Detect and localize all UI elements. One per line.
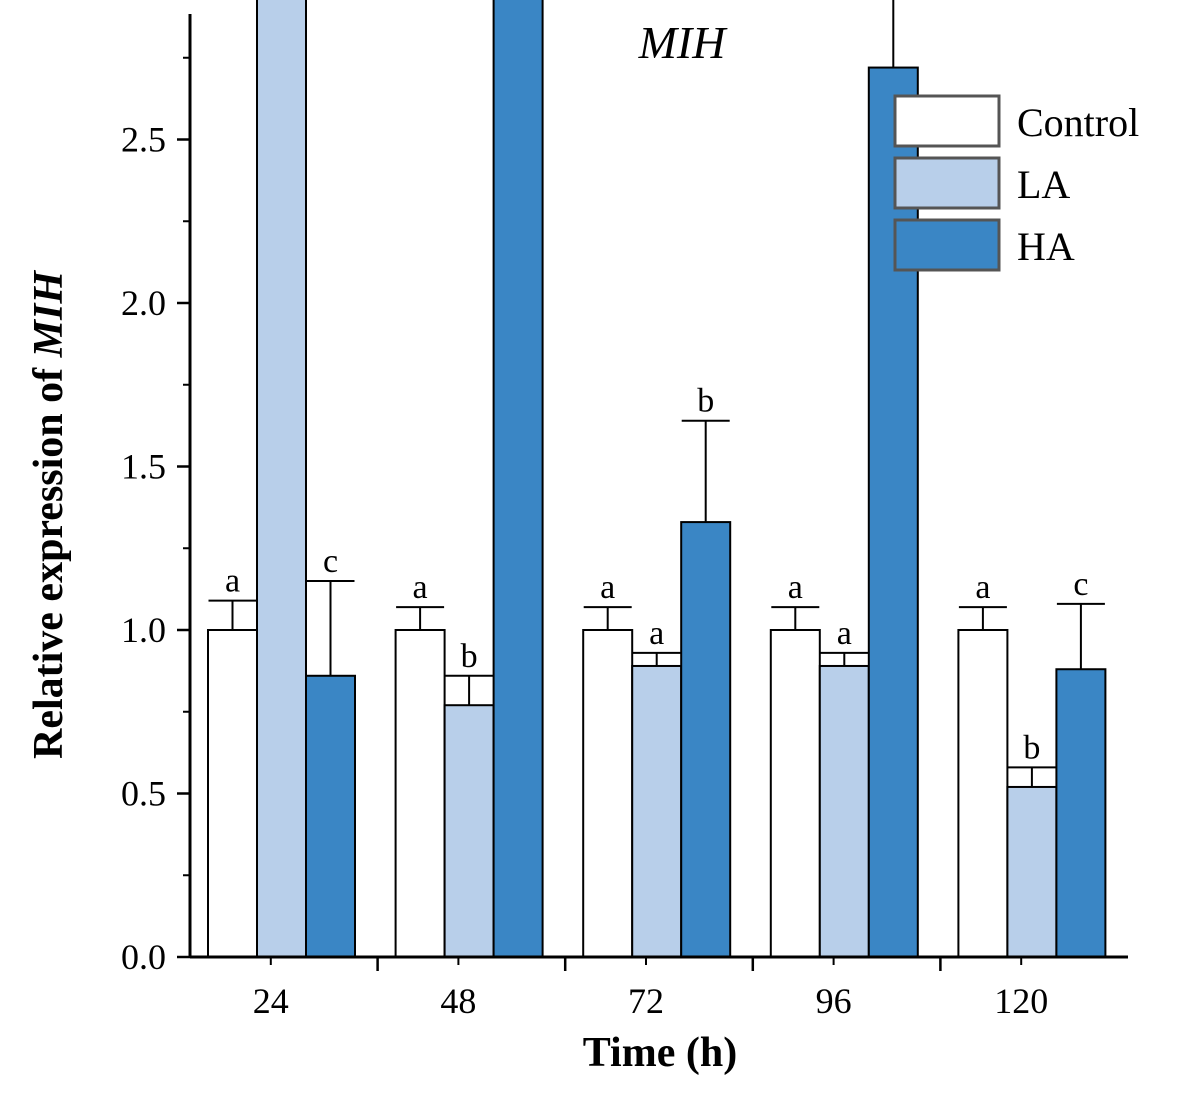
bar-la-120 (1006, 785, 1058, 959)
y-tick-label: 1.5 (121, 447, 166, 487)
bar-ha-48 (492, 0, 544, 958)
x-tick-label: 24 (253, 981, 289, 1021)
legend-swatch-ha (893, 218, 1001, 272)
y-axis-title: Relative expression of MIH (26, 270, 72, 759)
x-tick-label: 48 (440, 981, 476, 1021)
significance-label: a (413, 569, 428, 606)
x-axis-title: Time (h) (583, 1030, 737, 1076)
bar-la-48 (443, 704, 495, 959)
bar-ha-96 (867, 66, 919, 958)
bar-control-24 (207, 629, 258, 958)
x-tick-label: 72 (628, 981, 664, 1021)
bar-control-72 (582, 629, 634, 958)
significance-label: c (1073, 566, 1088, 603)
legend-label-control: Control (1017, 100, 1139, 145)
y-tick-label: 0.5 (121, 774, 166, 814)
legend-label-ha: HA (1017, 224, 1075, 269)
significance-label: a (649, 615, 664, 652)
axes: 0.00.51.01.52.02.53.03.54.04.55.05.52448… (121, 14, 1128, 1021)
bar-ha-24 (305, 674, 356, 959)
bar-la-96 (818, 664, 870, 958)
y-tick-label: 2.0 (121, 283, 166, 323)
bar-control-96 (769, 629, 821, 958)
bar-ha-120 (1055, 668, 1107, 958)
significance-label: b (461, 638, 478, 675)
legend: Control LA HA (893, 94, 1139, 272)
y-axis-title-prefix: Relative expression of (26, 357, 72, 759)
legend-swatch-la (893, 156, 1001, 210)
bar-control-120 (957, 629, 1009, 958)
chart-title: MIH (638, 17, 729, 68)
plot-area: abcabcaabaababc (207, 0, 1107, 959)
y-tick-label: 1.0 (121, 610, 166, 650)
significance-label: a (975, 569, 990, 606)
significance-label: a (837, 615, 852, 652)
bar-la-72 (631, 664, 683, 958)
bar-control-48 (394, 629, 446, 958)
bar-ha-72 (680, 521, 732, 959)
legend-swatch-control (893, 94, 1001, 148)
x-tick-label: 96 (816, 981, 852, 1021)
x-tick-label: 120 (994, 981, 1048, 1021)
significance-label: b (1023, 729, 1040, 766)
legend-label-la: LA (1017, 162, 1070, 207)
significance-label: c (323, 543, 338, 580)
y-tick-label: 2.5 (121, 120, 166, 160)
y-axis-title-gene: MIH (26, 270, 72, 359)
significance-label: b (697, 383, 714, 420)
bar-la-24 (256, 0, 307, 958)
y-tick-label: 0.0 (121, 937, 166, 977)
significance-label: a (225, 563, 240, 600)
significance-label: a (788, 569, 803, 606)
significance-label: a (600, 569, 615, 606)
